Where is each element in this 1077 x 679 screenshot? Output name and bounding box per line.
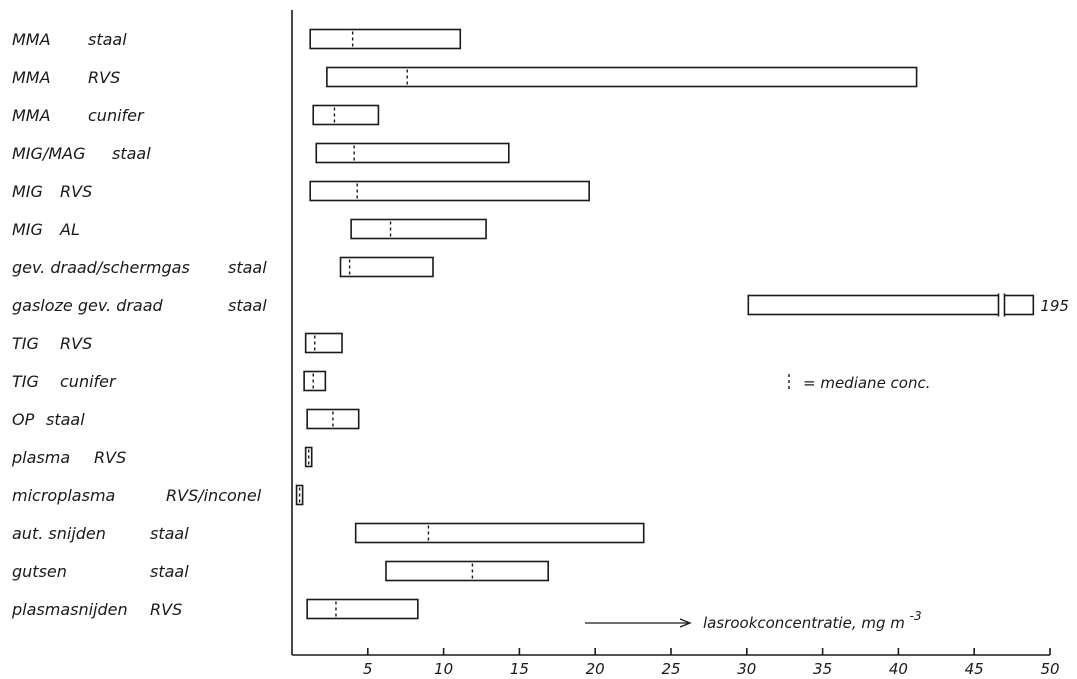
category-label-material: RVS: [94, 448, 126, 467]
range-bars: 195: [295, 28, 1069, 620]
category-label-material: staal: [150, 562, 189, 581]
legend-text: = mediane conc.: [803, 374, 931, 392]
range-bar: [304, 446, 313, 468]
category-label-process: TIG: [12, 334, 39, 353]
bar-value-label: 195: [1040, 297, 1069, 315]
category-label-process: MIG: [12, 182, 43, 201]
category-label-material: RVS/inconel: [166, 486, 262, 505]
category-label-process: MMA: [12, 106, 51, 125]
range-bar: [315, 142, 510, 164]
category-label-process: gutsen: [12, 562, 67, 581]
x-tick-label: 5: [363, 660, 373, 678]
x-axis-title: lasrookconcentratie, mg m -3: [585, 609, 922, 632]
category-label-material: staal: [228, 296, 267, 315]
category-label-material: staal: [46, 410, 85, 429]
category-label-process: plasmasnijden: [11, 600, 128, 619]
x-axis-ticks: [292, 648, 1051, 656]
range-bar: [306, 598, 419, 620]
range-bar: [385, 560, 550, 582]
category-label-material: staal: [150, 524, 189, 543]
x-tick-label: 30: [737, 660, 756, 678]
x-tick-label: 50: [1040, 660, 1059, 678]
x-tick-label: 45: [965, 660, 984, 678]
category-label-process: microplasma: [12, 486, 115, 505]
category-label-material: AL: [59, 220, 80, 239]
x-tick-labels: 5 10 15 20 25 30 35 40 45 50: [363, 660, 1060, 678]
range-bar: [295, 484, 304, 506]
range-bar: [306, 408, 360, 430]
range-bar: [354, 522, 645, 544]
x-tick-label: 35: [813, 660, 832, 678]
category-label-process: MIG/MAG: [12, 144, 85, 163]
category-label-material: staal: [88, 30, 127, 49]
x-axis-label: lasrookconcentratie, mg m -3: [703, 609, 922, 632]
category-label-process: MIG: [12, 220, 43, 239]
range-bar: [312, 104, 380, 126]
x-tick-label: 40: [889, 660, 908, 678]
category-label-material: RVS: [60, 182, 92, 201]
category-label-process: gasloze gev. draad: [12, 296, 164, 315]
category-label-material: RVS: [88, 68, 120, 87]
category-label-material: RVS: [60, 334, 92, 353]
category-label-material: cunifer: [88, 106, 145, 125]
x-tick-label: 15: [510, 660, 529, 678]
range-bar: [309, 28, 462, 50]
category-label-material: RVS: [150, 600, 182, 619]
range-bar: [747, 294, 1035, 316]
range-bar: [339, 256, 434, 278]
category-label-process: plasma: [11, 448, 70, 467]
category-label-material: cunifer: [60, 372, 117, 391]
category-label-process: aut. snijden: [12, 524, 106, 543]
range-bar: [350, 218, 487, 240]
x-axis-arrow-head: [679, 618, 692, 628]
x-axis-label-text: lasrookconcentratie, mg m: [703, 614, 905, 632]
range-bar: [303, 370, 327, 392]
x-tick-label: 20: [586, 660, 605, 678]
range-bar: [304, 332, 343, 354]
category-label-process: TIG: [12, 372, 39, 391]
range-bar: [326, 66, 918, 88]
category-label-process: OP: [12, 410, 35, 429]
x-axis-label-superscript: -3: [910, 609, 922, 623]
category-label-process: MMA: [12, 68, 51, 87]
axis-break-gap: [998, 293, 1005, 317]
category-label-material: staal: [228, 258, 267, 277]
category-label-material: staal: [112, 144, 151, 163]
legend: = mediane conc.: [788, 374, 931, 392]
x-tick-label: 10: [434, 660, 453, 678]
range-bar: [309, 180, 590, 202]
category-label-process: gev. draad/schermgas: [12, 258, 190, 277]
category-label-process: MMA: [12, 30, 51, 49]
x-tick-label: 25: [661, 660, 680, 678]
